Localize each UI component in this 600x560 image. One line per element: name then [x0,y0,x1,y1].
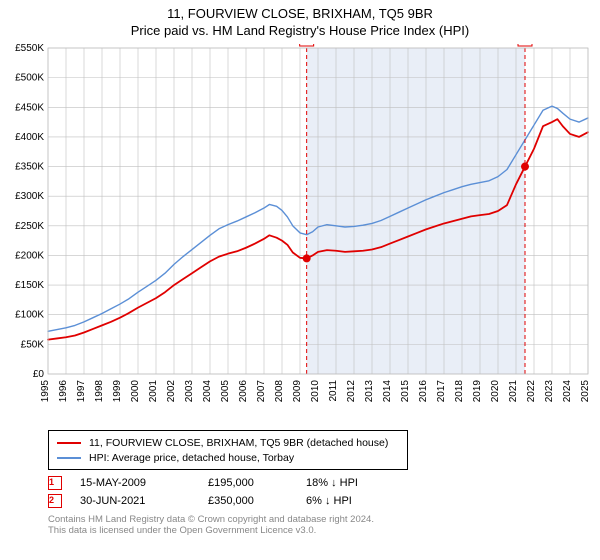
svg-text:2: 2 [522,44,527,45]
legend-label: HPI: Average price, detached house, Torb… [89,452,294,464]
sale-date: 15-MAY-2009 [80,477,190,489]
svg-text:£0: £0 [33,369,45,380]
svg-text:2020: 2020 [490,380,501,403]
svg-text:£450K: £450K [15,102,44,113]
svg-text:2012: 2012 [346,380,357,403]
sale-marker: 1 [48,476,62,490]
legend-label: 11, FOURVIEW CLOSE, BRIXHAM, TQ5 9BR (de… [89,437,388,449]
svg-text:2006: 2006 [238,380,249,403]
svg-text:2023: 2023 [544,380,555,403]
svg-text:2005: 2005 [220,380,231,403]
sale-price: £195,000 [208,477,288,489]
chart-title-line1: 11, FOURVIEW CLOSE, BRIXHAM, TQ5 9BR [6,6,594,21]
svg-text:2004: 2004 [202,380,213,403]
svg-text:2008: 2008 [274,380,285,403]
svg-text:2016: 2016 [418,380,429,403]
legend-swatch [57,457,81,459]
svg-text:£100K: £100K [15,310,44,321]
svg-text:1997: 1997 [76,380,87,403]
sales-row: 1 15-MAY-2009 £195,000 18% ↓ HPI [48,474,594,492]
svg-text:2002: 2002 [166,380,177,403]
legend-swatch [57,442,81,444]
svg-text:£500K: £500K [15,73,44,84]
sales-row: 2 30-JUN-2021 £350,000 6% ↓ HPI [48,492,594,510]
svg-text:2017: 2017 [436,380,447,403]
footer-line2: This data is licensed under the Open Gov… [48,525,594,536]
svg-text:2007: 2007 [256,380,267,403]
svg-text:2009: 2009 [292,380,303,403]
svg-text:2022: 2022 [526,380,537,403]
svg-text:£150K: £150K [15,280,44,291]
svg-text:£300K: £300K [15,191,44,202]
legend-row: HPI: Average price, detached house, Torb… [57,450,399,465]
svg-text:1998: 1998 [94,380,105,403]
sale-date: 30-JUN-2021 [80,495,190,507]
sale-price: £350,000 [208,495,288,507]
svg-text:2024: 2024 [562,380,573,403]
price-chart-svg: £0 £50K £100K £150K £200K £250K £300K £350K £400… [6,44,594,424]
svg-text:2011: 2011 [328,380,339,402]
svg-text:2001: 2001 [148,380,159,403]
sales-table: 1 15-MAY-2009 £195,000 18% ↓ HPI 2 30-JUN-202… [48,474,594,510]
svg-text:2013: 2013 [364,380,375,403]
sale-diff: 18% ↓ HPI [306,477,396,489]
svg-text:£200K: £200K [15,250,44,261]
svg-text:£50K: £50K [21,339,45,350]
chart-area: £0 £50K £100K £150K £200K £250K £300K £350K £400… [6,44,594,424]
footer-note: Contains HM Land Registry data © Crown c… [48,514,594,537]
svg-text:2010: 2010 [310,380,321,403]
svg-text:£550K: £550K [15,44,44,54]
legend-row: 11, FOURVIEW CLOSE, BRIXHAM, TQ5 9BR (de… [57,435,399,450]
svg-text:2015: 2015 [400,380,411,403]
sale-diff: 6% ↓ HPI [306,495,396,507]
svg-text:£250K: £250K [15,221,44,232]
svg-text:2025: 2025 [580,380,591,403]
chart-title-line2: Price paid vs. HM Land Registry's House … [6,23,594,38]
chart-title-block: 11, FOURVIEW CLOSE, BRIXHAM, TQ5 9BR Pri… [6,6,594,38]
svg-text:2000: 2000 [130,380,141,403]
svg-text:1: 1 [304,44,309,45]
svg-text:2019: 2019 [472,380,483,403]
svg-text:2003: 2003 [184,380,195,403]
svg-text:1995: 1995 [40,380,51,403]
footer-line1: Contains HM Land Registry data © Crown c… [48,514,594,525]
svg-text:1999: 1999 [112,380,123,403]
legend: 11, FOURVIEW CLOSE, BRIXHAM, TQ5 9BR (de… [48,430,408,470]
svg-text:£350K: £350K [15,162,44,173]
svg-text:2018: 2018 [454,380,465,403]
svg-text:2021: 2021 [508,380,519,403]
svg-text:1996: 1996 [58,380,69,403]
svg-text:£400K: £400K [15,132,44,143]
svg-text:2014: 2014 [382,380,393,403]
sale-marker: 2 [48,494,62,508]
